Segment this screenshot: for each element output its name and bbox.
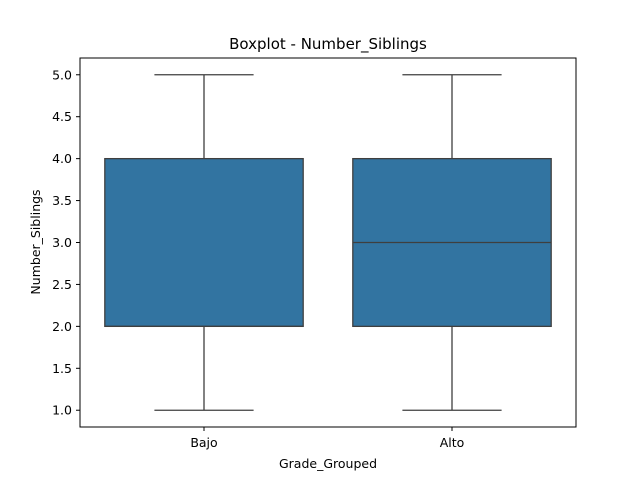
- x-tick-label-alto: Alto: [440, 435, 465, 450]
- y-tick-label: 3.5: [52, 193, 72, 208]
- y-tick-label: 4.5: [52, 109, 72, 124]
- y-tick-label: 4.0: [52, 151, 72, 166]
- y-tick-label: 1.0: [52, 403, 72, 418]
- y-axis-label: Number_Siblings: [28, 189, 43, 294]
- y-tick-label: 3.0: [52, 235, 72, 250]
- chart-title: Boxplot - Number_Siblings: [229, 35, 427, 54]
- box-group-alto: [352, 74, 552, 411]
- box-group-bajo: [104, 74, 304, 411]
- y-tick-label: 1.5: [52, 361, 72, 376]
- x-tick-label-bajo: Bajo: [190, 435, 217, 450]
- y-tick-label: 2.0: [52, 319, 72, 334]
- plot-area: [104, 74, 552, 411]
- x-axis-label: Grade_Grouped: [279, 456, 377, 471]
- tick-group: Bajo Alto 1.0 1.5 2.0 2.5 3.0 3.5 4.0 4.5 5.0: [52, 67, 464, 450]
- y-tick-label: 2.5: [52, 277, 72, 292]
- y-tick-label: 5.0: [52, 67, 72, 82]
- box-bajo: [104, 157, 304, 328]
